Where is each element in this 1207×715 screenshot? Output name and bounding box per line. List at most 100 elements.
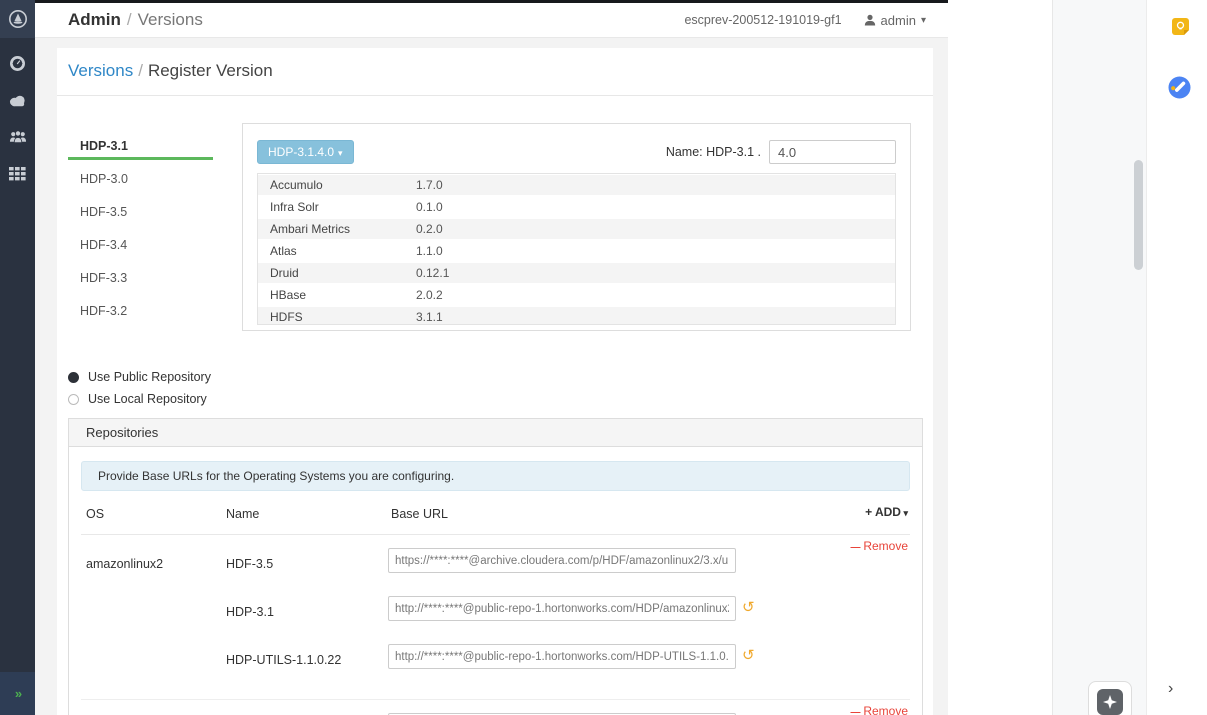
service-version: 0.1.0: [416, 200, 443, 214]
service-version-row: Ambari Metrics 0.2.0: [258, 218, 895, 240]
tasks-icon[interactable]: [1168, 76, 1191, 99]
os-type-label: amazonlinux2: [86, 557, 164, 571]
version-tab-hdf-3.3[interactable]: HDF-3.3: [80, 271, 128, 285]
radio-label: Use Local Repository: [88, 392, 207, 406]
breadcrumb: Admin / Versions: [68, 10, 203, 29]
page-title: Versions / Register Version: [57, 48, 933, 96]
assistant-button[interactable]: [1088, 681, 1132, 715]
version-tab-hdf-3.2[interactable]: HDF-3.2: [80, 304, 128, 318]
double-chevron-icon: »: [14, 686, 22, 701]
repositories-panel: Repositories Provide Base URLs for the O…: [68, 418, 923, 715]
service-name: Infra Solr: [270, 200, 319, 214]
ambari-logo[interactable]: [0, 0, 35, 38]
version-tab-list: HDP-3.1 HDP-3.0 HDF-3.5 HDF-3.4 HDF-3.3 HDF-3…: [68, 133, 213, 331]
breadcrumb-versions: Versions: [137, 10, 203, 29]
service-name: HBase: [270, 288, 307, 302]
repositories-panel-title: Repositories: [69, 419, 922, 447]
breadcrumb-admin[interactable]: Admin: [68, 10, 121, 29]
repo-name-label: HDP-3.1: [226, 605, 274, 619]
repositories-table-body: Removeamazonlinux2HDF-3.5HDP-3.1↺HDP-UTI…: [81, 535, 910, 715]
base-url-info-alert: Provide Base URLs for the Operating Syst…: [81, 461, 910, 491]
radio-button[interactable]: [68, 393, 79, 405]
repository-row: debian9HDF-3.5: [81, 706, 910, 715]
cluster-name: escprev-200512-191019-gf1: [684, 13, 842, 27]
user-icon: [864, 14, 875, 26]
add-os-button[interactable]: ADD: [865, 505, 908, 519]
keep-note-icon[interactable]: [1170, 17, 1191, 38]
main-panel: Versions / Register Version HDP-3.1 HDP-3.0…: [57, 48, 933, 715]
repositories-table-header: OS Name Base URL ADD: [81, 493, 910, 535]
services-version-table: Accumulo 1.7.0 Infra Solr 0.1.0 Ambari Metri…: [257, 173, 896, 325]
undo-icon[interactable]: ↺: [742, 646, 755, 664]
service-name: HDFS: [270, 310, 303, 324]
service-version: 0.2.0: [416, 222, 443, 236]
radio-button[interactable]: [68, 371, 79, 383]
service-version-row: Accumulo 1.7.0: [258, 174, 895, 196]
base-url-input[interactable]: [388, 644, 736, 669]
repository-row: HDP-UTILS-1.1.0.22 ↺: [81, 637, 910, 685]
app-sidebar: »: [0, 0, 35, 715]
ambari-admin-window: Admin / Versions escprev-200512-191019-gf1…: [35, 0, 948, 715]
dashboard-icon[interactable]: [9, 54, 27, 72]
service-name: Accumulo: [270, 178, 323, 192]
version-details-box: HDP-3.1.4.0▾ Name: HDP-3.1 . Accumulo 1.7…: [242, 123, 911, 331]
service-version: 3.1.1: [416, 310, 443, 324]
service-version-row: Infra Solr 0.1.0: [258, 196, 895, 218]
radio-label: Use Public Repository: [88, 370, 211, 384]
version-tab-hdf-3.5[interactable]: HDF-3.5: [80, 205, 128, 219]
base-url-input[interactable]: [388, 548, 736, 573]
extensions-column: ›: [1147, 0, 1207, 715]
service-version-row: HDFS 3.1.1: [258, 306, 895, 324]
base-url-input[interactable]: [388, 596, 736, 621]
sidebar-nav: [0, 38, 35, 183]
repo-name-label: HDF-3.5: [226, 557, 274, 571]
chevron-down-icon: ▾: [338, 148, 343, 158]
version-name-input[interactable]: [769, 140, 896, 164]
version-tab-hdp-3.1[interactable]: HDP-3.1: [68, 133, 213, 160]
remove-os-button[interactable]: Remove: [851, 704, 908, 715]
os-repo-group-amazonlinux2: Removeamazonlinux2HDF-3.5HDP-3.1↺HDP-UTI…: [81, 535, 910, 700]
register-version-title: Register Version: [147, 61, 273, 80]
sparkle-icon: [1097, 689, 1123, 715]
service-name: Atlas: [270, 244, 297, 258]
versions-link[interactable]: Versions: [68, 61, 134, 80]
version-tab-hdf-3.4[interactable]: HDF-3.4: [80, 238, 128, 252]
column-header-base-url: Base URL: [391, 507, 448, 521]
service-version: 0.12.1: [416, 266, 450, 280]
ambari-logo-icon: [8, 10, 27, 28]
version-tab-hdp-3.0[interactable]: HDP-3.0: [80, 172, 128, 186]
users-icon[interactable]: [9, 128, 27, 146]
cloud-icon[interactable]: [9, 91, 27, 109]
service-name: Ambari Metrics: [270, 222, 351, 236]
base-url-input[interactable]: [388, 713, 736, 715]
version-name-label: Name: HDP-3.1 .: [665, 145, 761, 159]
scrollbar-thumb[interactable]: [1134, 160, 1143, 270]
repository-row: amazonlinux2 HDF-3.5: [81, 541, 910, 589]
grid-icon[interactable]: [9, 165, 27, 183]
repository-type-options: Use Public Repository Use Local Repositor…: [68, 366, 211, 410]
undo-icon[interactable]: ↺: [742, 598, 755, 616]
user-menu[interactable]: admin ▾: [864, 13, 926, 28]
repository-row: HDP-3.1 ↺: [81, 589, 910, 637]
window-top-border: [35, 0, 948, 3]
radio-option-use-local-repository[interactable]: Use Local Repository: [68, 388, 211, 410]
chevron-down-icon: ▾: [920, 14, 926, 26]
radio-option-use-public-repository[interactable]: Use Public Repository: [68, 366, 211, 388]
repo-name-label: HDP-UTILS-1.1.0.22: [226, 653, 342, 667]
service-version: 1.1.0: [416, 244, 443, 258]
expand-chevron-icon[interactable]: ›: [1168, 680, 1174, 697]
remove-os-button[interactable]: Remove: [851, 539, 908, 553]
service-version: 1.7.0: [416, 178, 443, 192]
service-version: 2.0.2: [416, 288, 443, 302]
repositories-panel-body: Provide Base URLs for the Operating Syst…: [69, 447, 922, 715]
topbar-right: escprev-200512-191019-gf1 admin ▾: [684, 13, 926, 28]
version-name-area: Name: HDP-3.1 .: [666, 140, 896, 164]
service-version-row: Atlas 1.1.0: [258, 240, 895, 262]
column-header-os: OS: [86, 507, 105, 521]
build-version-dropdown[interactable]: HDP-3.1.4.0 ▾: [257, 140, 354, 164]
service-version-row: Druid 0.12.1: [258, 262, 895, 284]
column-header-name: Name: [226, 507, 260, 521]
sidebar-collapse-toggle[interactable]: »: [0, 672, 35, 715]
user-name: admin: [880, 12, 916, 28]
